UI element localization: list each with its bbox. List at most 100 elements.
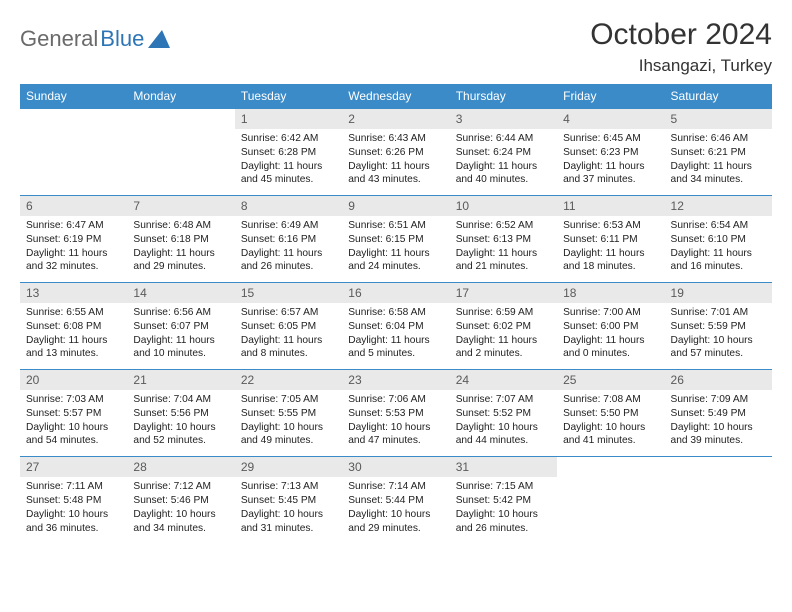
day-number: 14 [127, 283, 234, 303]
day-number: 30 [342, 457, 449, 477]
day-number: 27 [20, 457, 127, 477]
day-details: Sunrise: 7:12 AMSunset: 5:46 PMDaylight:… [127, 477, 234, 543]
day-number: 10 [450, 196, 557, 216]
day-number: 19 [665, 283, 772, 303]
day-number: 17 [450, 283, 557, 303]
day-details: Sunrise: 7:04 AMSunset: 5:56 PMDaylight:… [127, 390, 234, 456]
calendar-row: 27Sunrise: 7:11 AMSunset: 5:48 PMDayligh… [20, 457, 772, 544]
day-details: Sunrise: 6:57 AMSunset: 6:05 PMDaylight:… [235, 303, 342, 369]
calendar-cell: 22Sunrise: 7:05 AMSunset: 5:55 PMDayligh… [235, 370, 342, 457]
sail-icon [148, 30, 170, 48]
weekday-header: Sunday [20, 84, 127, 109]
weekday-header: Monday [127, 84, 234, 109]
calendar-cell: 4Sunrise: 6:45 AMSunset: 6:23 PMDaylight… [557, 109, 664, 196]
location-label: Ihsangazi, Turkey [590, 56, 772, 76]
day-number: 28 [127, 457, 234, 477]
calendar-body: ....1Sunrise: 6:42 AMSunset: 6:28 PMDayl… [20, 109, 772, 544]
calendar-cell: .. [665, 457, 772, 544]
calendar-cell: .. [20, 109, 127, 196]
day-number: 5 [665, 109, 772, 129]
day-details: Sunrise: 7:01 AMSunset: 5:59 PMDaylight:… [665, 303, 772, 369]
calendar-cell: 20Sunrise: 7:03 AMSunset: 5:57 PMDayligh… [20, 370, 127, 457]
title-block: October 2024 Ihsangazi, Turkey [590, 18, 772, 76]
weekday-header: Tuesday [235, 84, 342, 109]
day-details: Sunrise: 7:08 AMSunset: 5:50 PMDaylight:… [557, 390, 664, 456]
calendar-cell: 25Sunrise: 7:08 AMSunset: 5:50 PMDayligh… [557, 370, 664, 457]
day-number: 1 [235, 109, 342, 129]
day-details: Sunrise: 6:44 AMSunset: 6:24 PMDaylight:… [450, 129, 557, 195]
day-number: 23 [342, 370, 449, 390]
calendar-row: 6Sunrise: 6:47 AMSunset: 6:19 PMDaylight… [20, 196, 772, 283]
day-number: 24 [450, 370, 557, 390]
calendar-cell: 27Sunrise: 7:11 AMSunset: 5:48 PMDayligh… [20, 457, 127, 544]
calendar-row: ....1Sunrise: 6:42 AMSunset: 6:28 PMDayl… [20, 109, 772, 196]
day-details: Sunrise: 7:09 AMSunset: 5:49 PMDaylight:… [665, 390, 772, 456]
day-number: 3 [450, 109, 557, 129]
calendar-row: 13Sunrise: 6:55 AMSunset: 6:08 PMDayligh… [20, 283, 772, 370]
day-number: 21 [127, 370, 234, 390]
weekday-header: Saturday [665, 84, 772, 109]
day-details: Sunrise: 7:15 AMSunset: 5:42 PMDaylight:… [450, 477, 557, 543]
day-number: 26 [665, 370, 772, 390]
brand-logo: GeneralBlue [20, 26, 170, 52]
calendar-cell: 18Sunrise: 7:00 AMSunset: 6:00 PMDayligh… [557, 283, 664, 370]
calendar-cell: 2Sunrise: 6:43 AMSunset: 6:26 PMDaylight… [342, 109, 449, 196]
calendar-cell: 1Sunrise: 6:42 AMSunset: 6:28 PMDaylight… [235, 109, 342, 196]
calendar-cell: 29Sunrise: 7:13 AMSunset: 5:45 PMDayligh… [235, 457, 342, 544]
day-details: Sunrise: 7:05 AMSunset: 5:55 PMDaylight:… [235, 390, 342, 456]
calendar-cell: 17Sunrise: 6:59 AMSunset: 6:02 PMDayligh… [450, 283, 557, 370]
day-details: Sunrise: 7:03 AMSunset: 5:57 PMDaylight:… [20, 390, 127, 456]
calendar-cell: 28Sunrise: 7:12 AMSunset: 5:46 PMDayligh… [127, 457, 234, 544]
weekday-header: Thursday [450, 84, 557, 109]
day-details: Sunrise: 7:00 AMSunset: 6:00 PMDaylight:… [557, 303, 664, 369]
calendar-cell: 24Sunrise: 7:07 AMSunset: 5:52 PMDayligh… [450, 370, 557, 457]
day-number: 20 [20, 370, 127, 390]
calendar-row: 20Sunrise: 7:03 AMSunset: 5:57 PMDayligh… [20, 370, 772, 457]
day-details: Sunrise: 6:56 AMSunset: 6:07 PMDaylight:… [127, 303, 234, 369]
day-number: 15 [235, 283, 342, 303]
month-title: October 2024 [590, 18, 772, 52]
calendar-cell: .. [557, 457, 664, 544]
day-details: Sunrise: 6:49 AMSunset: 6:16 PMDaylight:… [235, 216, 342, 282]
day-details: Sunrise: 6:54 AMSunset: 6:10 PMDaylight:… [665, 216, 772, 282]
day-number: 13 [20, 283, 127, 303]
calendar-cell: 19Sunrise: 7:01 AMSunset: 5:59 PMDayligh… [665, 283, 772, 370]
calendar-cell: 15Sunrise: 6:57 AMSunset: 6:05 PMDayligh… [235, 283, 342, 370]
day-details: Sunrise: 6:46 AMSunset: 6:21 PMDaylight:… [665, 129, 772, 195]
day-number: 7 [127, 196, 234, 216]
calendar-cell: 14Sunrise: 6:56 AMSunset: 6:07 PMDayligh… [127, 283, 234, 370]
day-number: 12 [665, 196, 772, 216]
calendar-cell: 11Sunrise: 6:53 AMSunset: 6:11 PMDayligh… [557, 196, 664, 283]
calendar-table: SundayMondayTuesdayWednesdayThursdayFrid… [20, 84, 772, 543]
brand-part2: Blue [100, 26, 144, 52]
day-number: 8 [235, 196, 342, 216]
weekday-header: Friday [557, 84, 664, 109]
calendar-cell: 13Sunrise: 6:55 AMSunset: 6:08 PMDayligh… [20, 283, 127, 370]
day-details: Sunrise: 6:45 AMSunset: 6:23 PMDaylight:… [557, 129, 664, 195]
day-number: 18 [557, 283, 664, 303]
day-number: 6 [20, 196, 127, 216]
calendar-cell: 3Sunrise: 6:44 AMSunset: 6:24 PMDaylight… [450, 109, 557, 196]
day-number: 22 [235, 370, 342, 390]
day-details: Sunrise: 6:51 AMSunset: 6:15 PMDaylight:… [342, 216, 449, 282]
calendar-cell: 10Sunrise: 6:52 AMSunset: 6:13 PMDayligh… [450, 196, 557, 283]
day-details: Sunrise: 6:52 AMSunset: 6:13 PMDaylight:… [450, 216, 557, 282]
day-details: Sunrise: 6:59 AMSunset: 6:02 PMDaylight:… [450, 303, 557, 369]
day-number: 29 [235, 457, 342, 477]
calendar-cell: 21Sunrise: 7:04 AMSunset: 5:56 PMDayligh… [127, 370, 234, 457]
day-number: 31 [450, 457, 557, 477]
calendar-cell: 26Sunrise: 7:09 AMSunset: 5:49 PMDayligh… [665, 370, 772, 457]
day-number: 4 [557, 109, 664, 129]
calendar-cell: 31Sunrise: 7:15 AMSunset: 5:42 PMDayligh… [450, 457, 557, 544]
day-details: Sunrise: 6:42 AMSunset: 6:28 PMDaylight:… [235, 129, 342, 195]
calendar-cell: 16Sunrise: 6:58 AMSunset: 6:04 PMDayligh… [342, 283, 449, 370]
day-details: Sunrise: 6:53 AMSunset: 6:11 PMDaylight:… [557, 216, 664, 282]
day-number: 16 [342, 283, 449, 303]
header: GeneralBlue October 2024 Ihsangazi, Turk… [20, 18, 772, 76]
calendar-cell: 12Sunrise: 6:54 AMSunset: 6:10 PMDayligh… [665, 196, 772, 283]
day-details: Sunrise: 6:43 AMSunset: 6:26 PMDaylight:… [342, 129, 449, 195]
day-details: Sunrise: 7:07 AMSunset: 5:52 PMDaylight:… [450, 390, 557, 456]
day-details: Sunrise: 6:55 AMSunset: 6:08 PMDaylight:… [20, 303, 127, 369]
calendar-cell: 5Sunrise: 6:46 AMSunset: 6:21 PMDaylight… [665, 109, 772, 196]
calendar-cell: .. [127, 109, 234, 196]
